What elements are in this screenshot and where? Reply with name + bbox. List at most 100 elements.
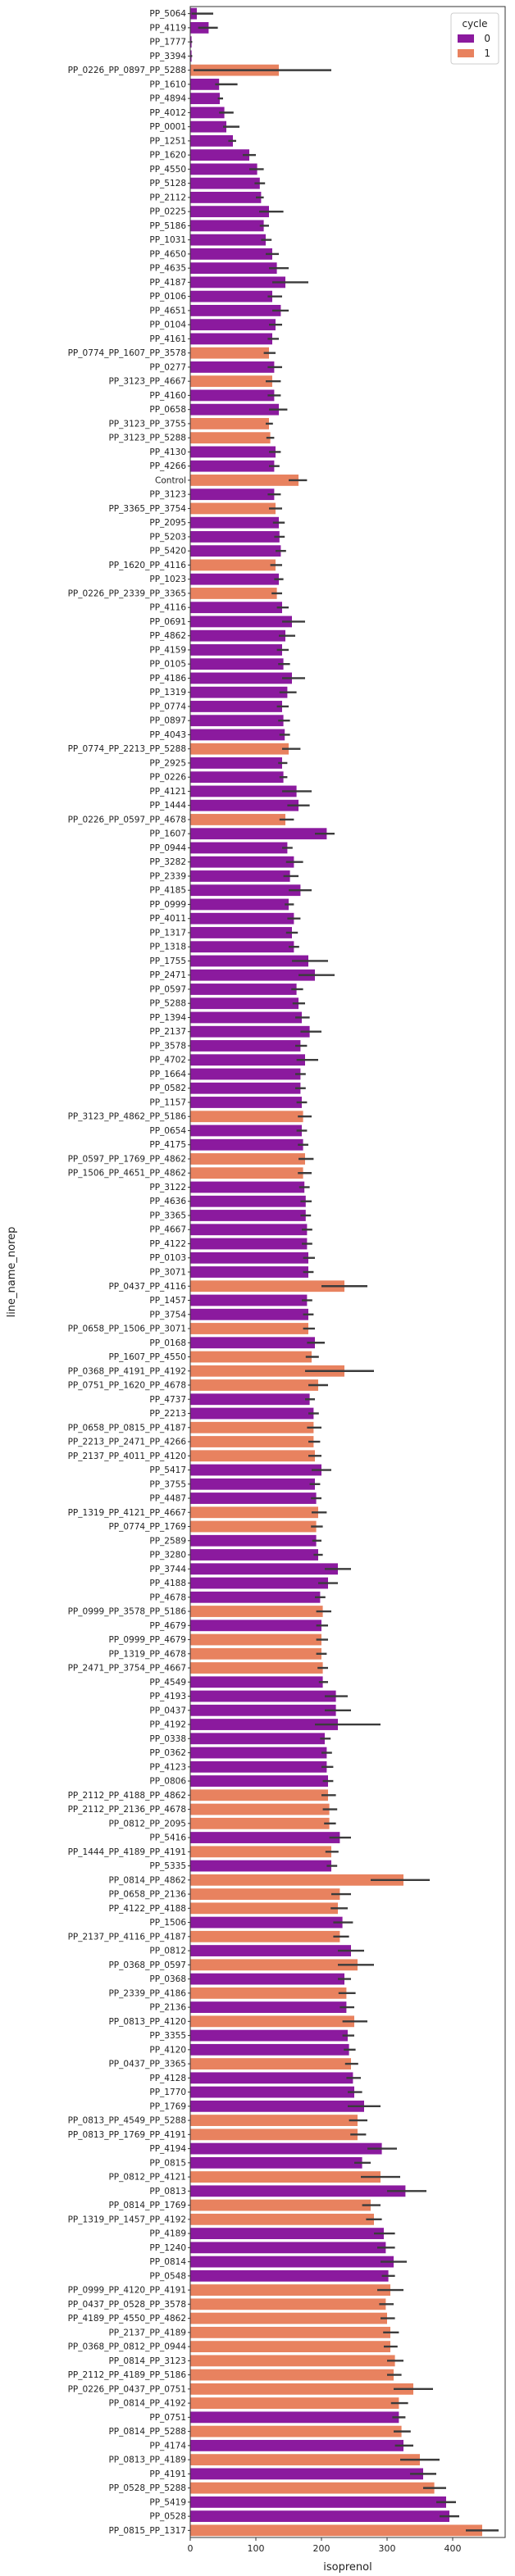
y-tick-label: PP_2137 <box>149 1027 186 1037</box>
bar-PP_4161 <box>190 333 272 345</box>
y-tick-label: PP_0813_PP_4120 <box>108 2017 186 2027</box>
y-tick-label: PP_1240 <box>149 2243 186 2253</box>
y-tick-label: PP_4187 <box>149 278 186 288</box>
y-tick-label: PP_0658_PP_2136 <box>108 1890 186 1900</box>
bar-PP_0548 <box>190 2269 389 2282</box>
y-tick-label: PP_0944 <box>149 843 186 853</box>
bar-PP_0368_PP_0812_PP_0944 <box>190 2341 390 2353</box>
bar-PP_3123 <box>190 488 275 501</box>
bar-PP_0368 <box>190 1973 344 1985</box>
y-tick-label: PP_0528_PP_5288 <box>108 2483 186 2493</box>
bar-PP_1444_PP_4189_PP_4191 <box>190 1846 331 1858</box>
y-tick-label: PP_4119 <box>149 23 186 33</box>
y-tick-label: PP_0368_PP_0812_PP_0944 <box>68 2342 187 2352</box>
y-tick-label: PP_5186 <box>149 221 186 231</box>
y-tick-label: PP_3123_PP_5288 <box>108 434 186 443</box>
y-tick-label: PP_4487 <box>149 1494 186 1504</box>
bar-PP_2339 <box>190 870 290 882</box>
y-tick-label: PP_4550 <box>149 165 186 175</box>
y-tick-label: PP_5203 <box>149 532 186 542</box>
bar-PP_2136 <box>190 2001 347 2013</box>
bar-PP_4737 <box>190 1393 310 1406</box>
bar-PP_0814_PP_4862 <box>190 1874 403 1886</box>
bar-PP_4862 <box>190 629 285 642</box>
y-tick-label: PP_0582 <box>149 1084 186 1093</box>
y-tick-label: PP_4159 <box>149 645 186 655</box>
bar-PP_1755 <box>190 955 308 967</box>
bar-PP_0658_PP_0815_PP_4187 <box>190 1421 314 1433</box>
y-tick-label: PP_2589 <box>149 1536 186 1546</box>
y-tick-label: PP_4188 <box>149 1579 186 1588</box>
bar-PP_0225 <box>190 206 269 218</box>
bar-PP_4189_PP_4550_PP_4862 <box>190 2312 387 2324</box>
legend-title: cycle <box>462 18 487 30</box>
y-tick-label: PP_4189_PP_4550_PP_4862 <box>68 2314 186 2324</box>
bar-PP_0806 <box>190 1775 328 1787</box>
bar-PP_5335 <box>190 1860 331 1872</box>
bar-PP_4702 <box>190 1054 305 1066</box>
y-tick-label: PP_0815_PP_1317 <box>108 2526 186 2536</box>
y-tick-label: PP_1769 <box>149 2101 186 2111</box>
y-tick-label: PP_4650 <box>149 249 186 259</box>
bar-PP_1318 <box>190 941 294 953</box>
bar-PP_2137_PP_4189 <box>190 2326 390 2338</box>
y-tick-label: PP_4122_PP_4188 <box>108 1904 186 1914</box>
bar-PP_4120 <box>190 2043 349 2056</box>
bar-PP_3123_PP_3755 <box>190 418 269 429</box>
y-tick-label: PP_3754 <box>149 1310 186 1320</box>
y-tick-label: PP_0812_PP_4121 <box>108 2173 186 2183</box>
bar-PP_5203 <box>190 531 280 543</box>
y-tick-label: PP_1755 <box>149 956 186 966</box>
y-tick-label: PP_1607_PP_4550 <box>108 1352 186 1362</box>
bar-PP_4189 <box>190 2228 384 2239</box>
bar-PP_2137 <box>190 1025 310 1038</box>
bar-PP_0528 <box>190 2510 449 2523</box>
legend-swatch-0 <box>458 34 474 43</box>
bar-PP_0226_PP_0597_PP_4678 <box>190 814 285 825</box>
bar-PP_0814_PP_1769 <box>190 2199 371 2211</box>
y-tick-label: PP_2213_PP_2471_PP_4266 <box>68 1438 187 1447</box>
bar-PP_0812 <box>190 1945 351 1956</box>
bar-PP_0999_PP_3578_PP_5186 <box>190 1606 323 1617</box>
y-tick-label: PP_4011 <box>149 914 186 924</box>
y-tick-label: PP_5288 <box>149 999 186 1009</box>
bar-PP_2471_PP_3754_PP_4667 <box>190 1662 323 1674</box>
bar-PP_0814_PP_4192 <box>190 2397 399 2410</box>
legend-label-0: 0 <box>484 33 490 44</box>
y-tick-label: PP_1031 <box>149 235 186 245</box>
bar-PP_0815 <box>190 2156 362 2169</box>
y-tick-label: PP_2137_PP_4116_PP_4187 <box>68 1932 186 1942</box>
y-tick-label: PP_0225 <box>149 207 186 217</box>
bar-PP_0658_PP_2136 <box>190 1888 340 1900</box>
y-tick-label: PP_0812_PP_2095 <box>108 1819 186 1829</box>
y-tick-label: PP_2112_PP_4189_PP_5186 <box>68 2370 187 2380</box>
bar-PP_4122_PP_4188 <box>190 1902 338 1915</box>
y-tick-label: PP_4194 <box>149 2144 186 2154</box>
y-tick-label: PP_2213 <box>149 1409 186 1419</box>
y-tick-label: PP_4012 <box>149 108 186 118</box>
bar-PP_4192 <box>190 1719 338 1730</box>
y-tick-label: PP_1777 <box>149 38 186 48</box>
y-tick-label: PP_0813_PP_4189 <box>108 2456 186 2465</box>
y-tick-label: PP_0812 <box>149 1947 186 1956</box>
bar-PP_0658 <box>190 403 279 416</box>
bar-PP_5419 <box>190 2496 446 2508</box>
bar-PP_4894 <box>190 93 220 105</box>
y-tick-label: PP_1444 <box>149 801 186 811</box>
legend-swatch-1 <box>458 49 474 57</box>
bar-PP_0944 <box>190 842 288 854</box>
bar-PP_1457 <box>190 1294 308 1306</box>
y-tick-label: PP_1620_PP_4116 <box>108 561 186 570</box>
y-tick-label: PP_2112 <box>149 193 186 202</box>
bar-PP_0813_PP_4549_PP_5288 <box>190 2115 358 2126</box>
y-tick-label: PP_0362 <box>149 1748 186 1758</box>
bar-PP_0437_PP_0528_PP_3578 <box>190 2298 386 2310</box>
y-tick-label: PP_0813_PP_4549_PP_5288 <box>68 2116 186 2126</box>
y-tick-label: PP_2925 <box>149 758 186 768</box>
y-tick-label: PP_2339 <box>149 871 186 881</box>
bar-PP_5128 <box>190 177 260 189</box>
y-tick-label: PP_4667 <box>149 1225 186 1235</box>
bar-PP_1769 <box>190 2100 364 2112</box>
y-tick-label: PP_4189 <box>149 2229 186 2239</box>
bar-PP_1664 <box>190 1068 301 1080</box>
